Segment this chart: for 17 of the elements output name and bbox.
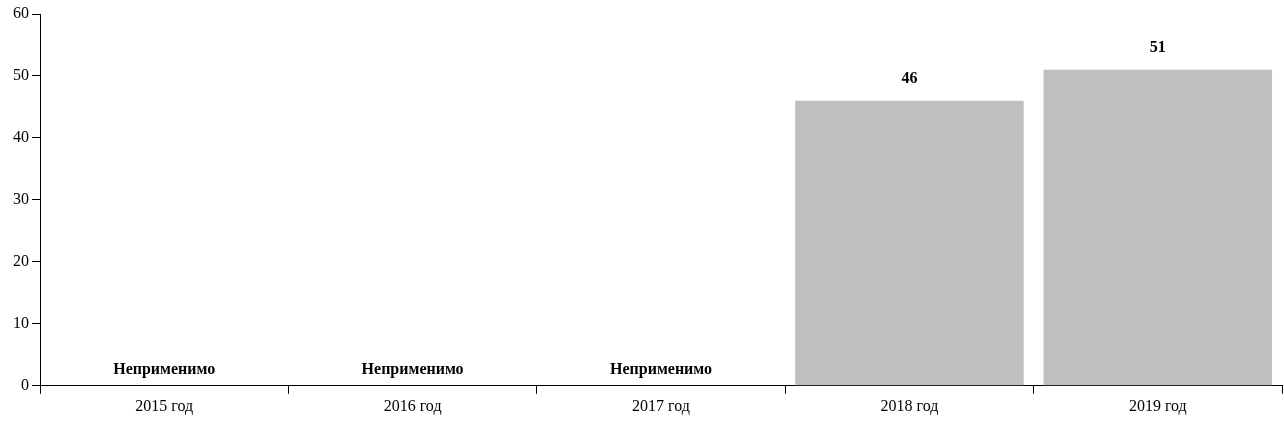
data-label: 51 <box>1149 37 1166 55</box>
x-tick-label: 2017 год <box>632 396 690 415</box>
y-tick-label: 50 <box>13 66 29 84</box>
text: Неприменимо <box>361 359 464 377</box>
text: Неприменимо <box>609 359 713 377</box>
x-tick-label: 2019 год <box>1128 396 1187 415</box>
y-tick-label: 10 <box>13 314 29 332</box>
y-tick-label: 20 <box>13 252 29 270</box>
y-tick-label: 30 <box>13 190 29 208</box>
y-tick-label: 60 <box>13 4 29 22</box>
x-tick-label: 2015 год <box>135 396 194 415</box>
text: Неприменимо <box>113 359 216 377</box>
data-label: 46 <box>901 68 918 86</box>
y-tick-label: 40 <box>13 128 29 146</box>
x-tick-label: 2018 год <box>880 396 939 415</box>
y-tick-label: 0 <box>21 376 29 393</box>
x-tick-label: 2016 год <box>383 396 442 415</box>
